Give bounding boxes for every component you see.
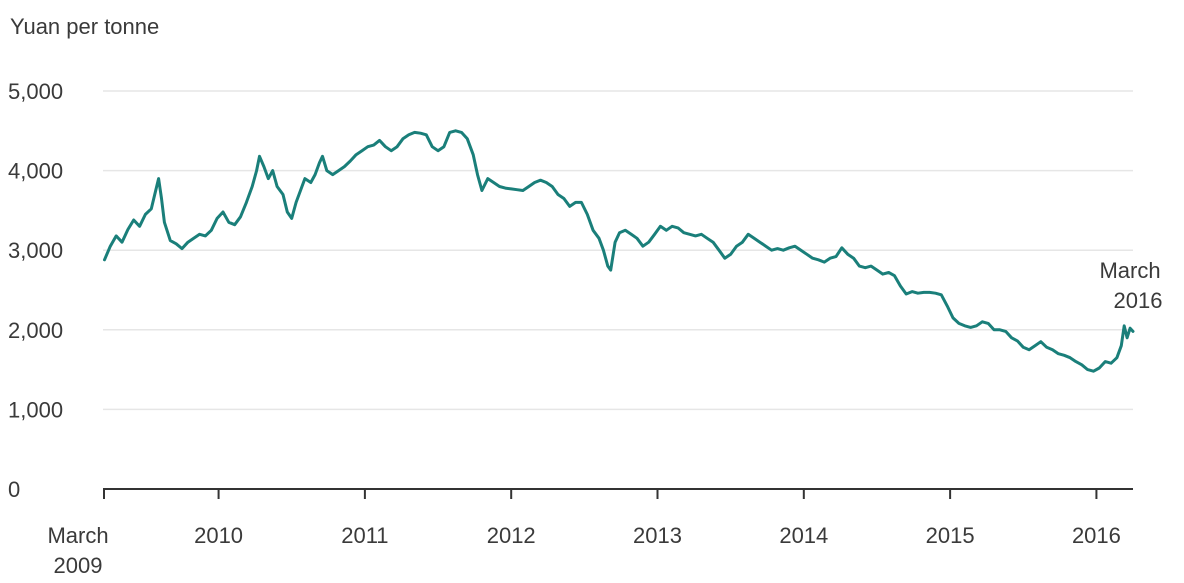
y-tick-label: 4,000	[8, 159, 63, 184]
y-tick-label: 5,000	[8, 79, 63, 104]
series-line	[103, 129, 1135, 373]
y-tick-label: 1,000	[8, 397, 63, 422]
y-tick-label: 3,000	[8, 238, 63, 263]
x-axis-ticks: 2010 2011 2012 2013 2014 2015 2016	[103, 489, 1121, 548]
x-tick-label: 2011	[341, 523, 388, 548]
end-annotation-line1: March	[1099, 258, 1160, 283]
x-tick-label: 2013	[633, 523, 682, 548]
x-axis-start-label-line1: March	[47, 523, 108, 548]
x-tick-label: 2014	[779, 523, 828, 548]
x-tick-label: 2015	[926, 523, 975, 548]
y-tick-label: 0	[8, 477, 20, 502]
x-tick-label: 2010	[194, 523, 243, 548]
gridlines	[103, 90, 1133, 411]
y-axis-label: Yuan per tonne	[10, 14, 159, 39]
x-axis-start-label-line2: 2009	[54, 553, 103, 578]
x-tick-label: 2016	[1072, 523, 1121, 548]
y-axis-ticks: 0 1,000 2,000 3,000 4,000 5,000	[8, 79, 63, 502]
y-tick-label: 2,000	[8, 318, 63, 343]
x-tick-label: 2012	[487, 523, 536, 548]
end-annotation-line2: 2016	[1114, 288, 1163, 313]
